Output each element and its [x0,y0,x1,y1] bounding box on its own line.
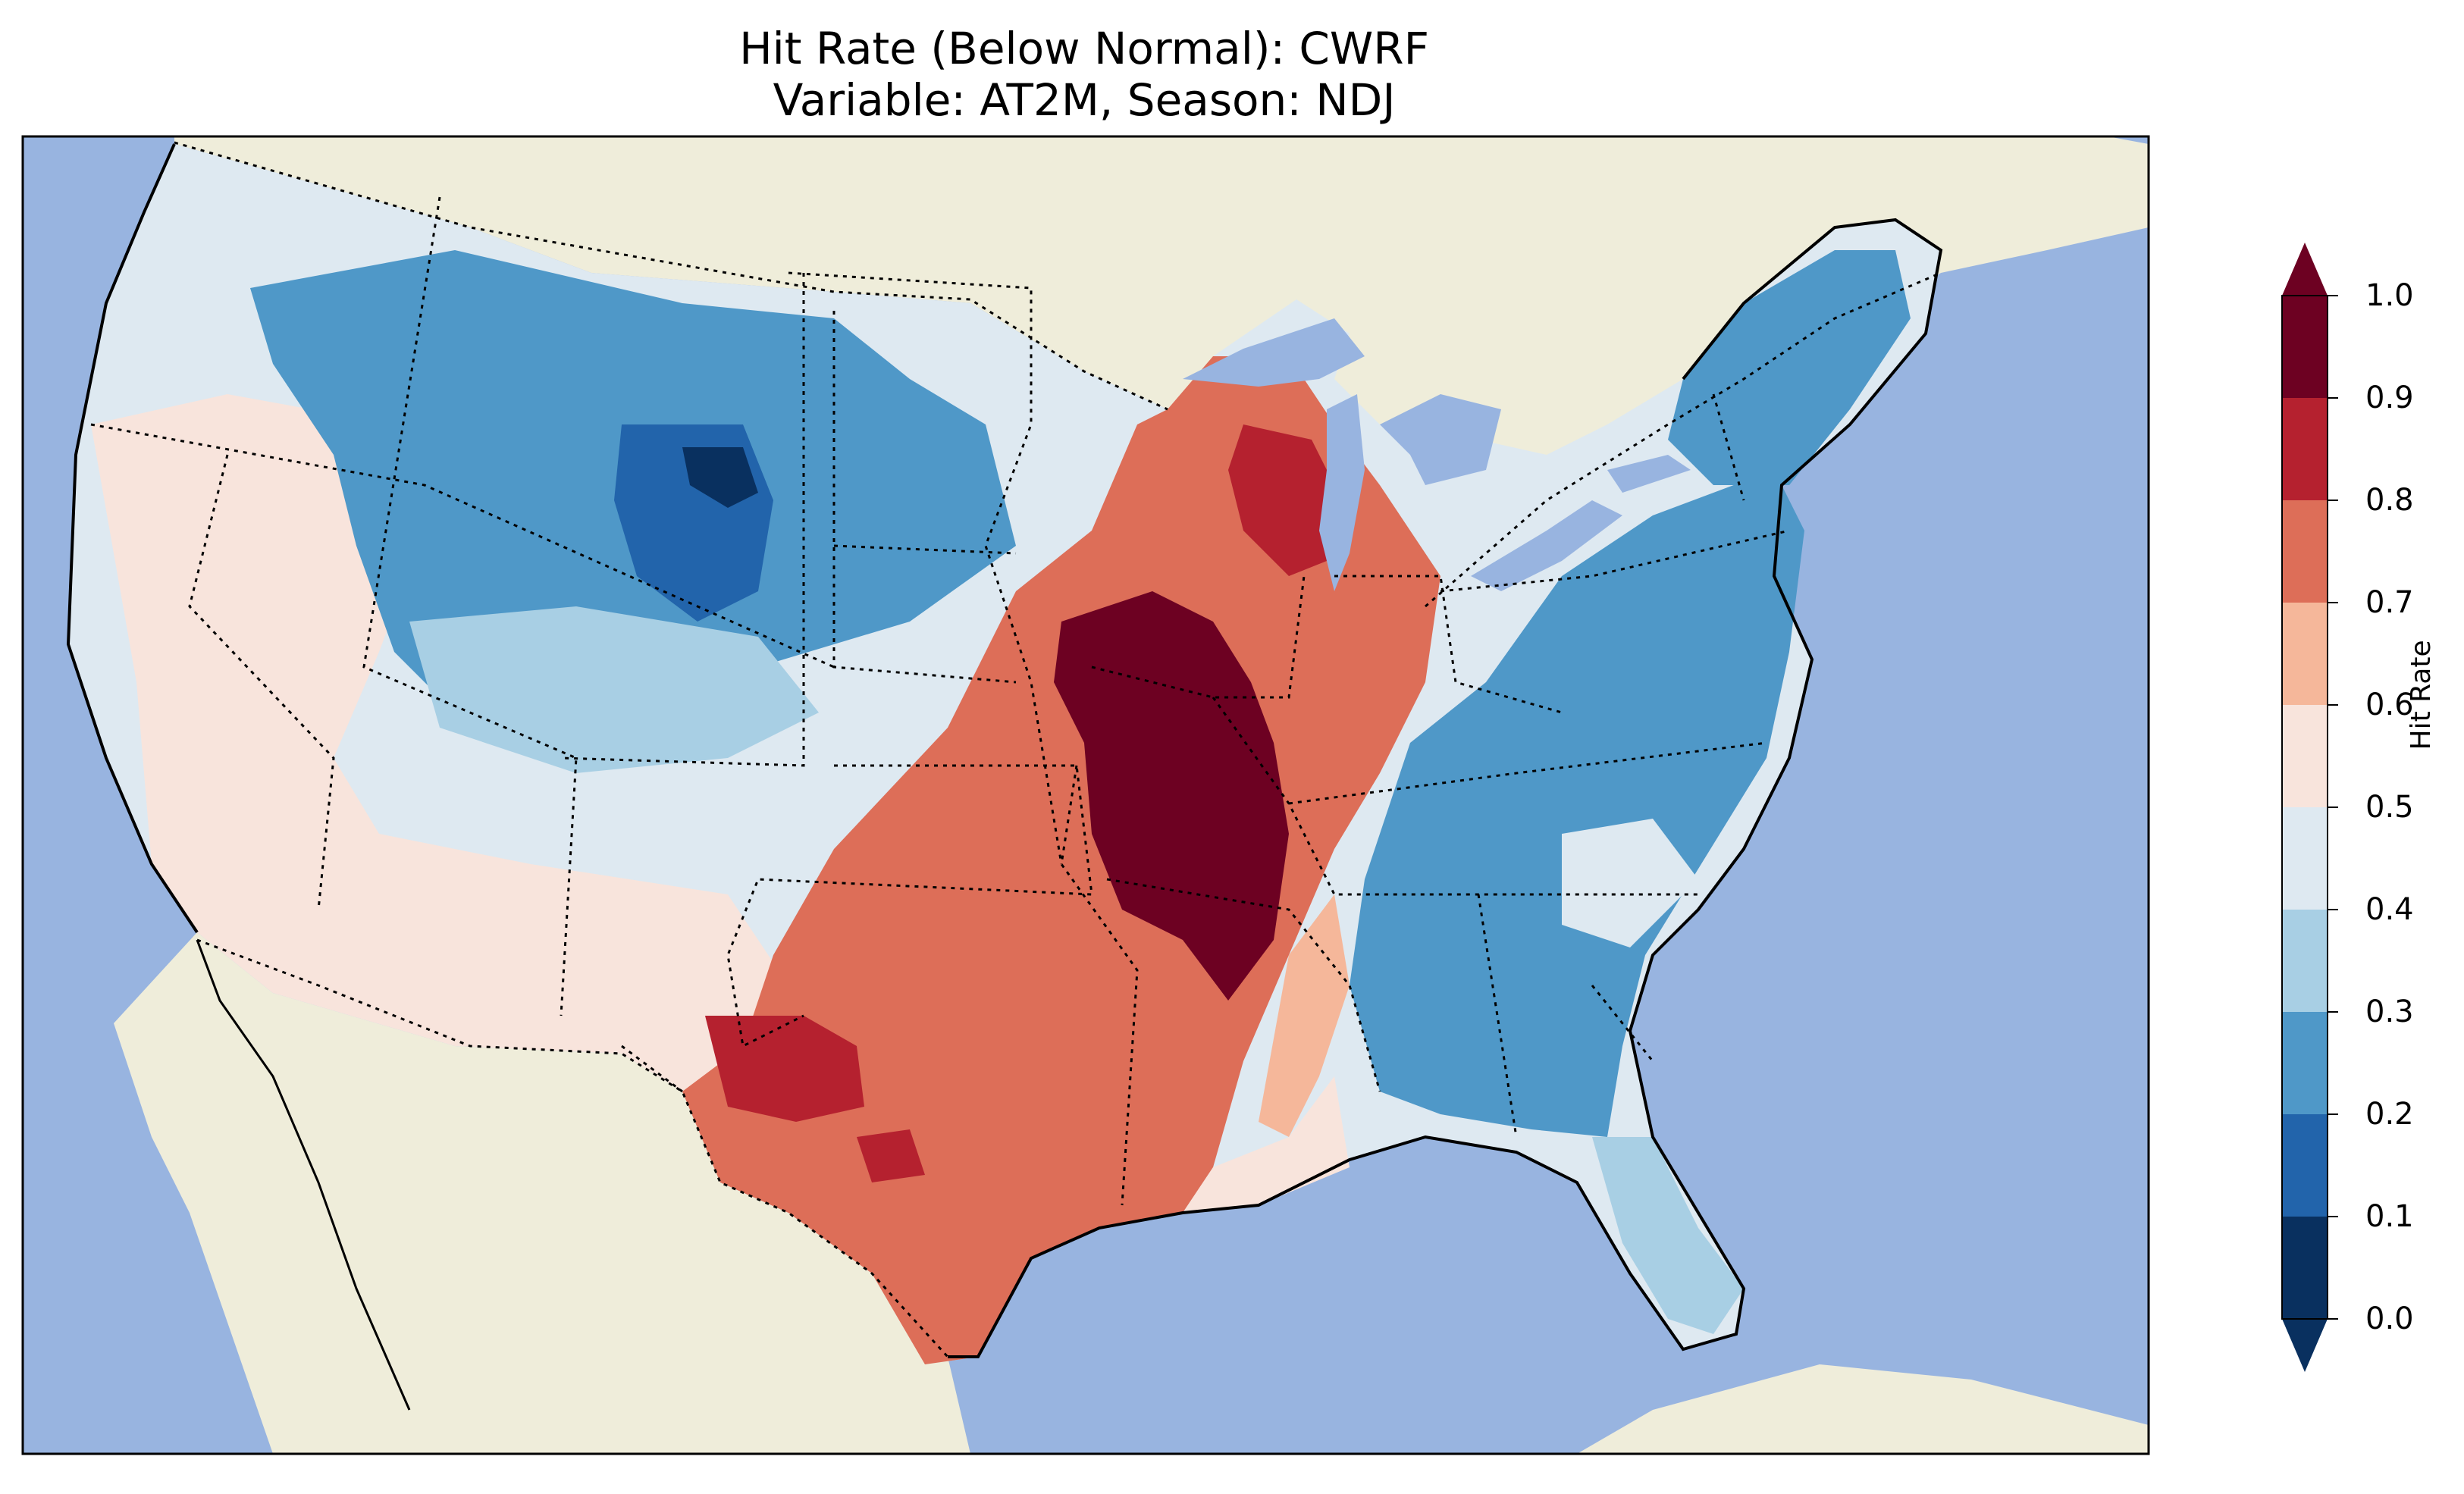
colorbar-bin-2 [2282,1012,2328,1114]
colorbar-bin-0 [2282,1217,2328,1319]
baja-coast [196,939,411,1411]
land-canada [174,136,2149,606]
canada-border-east [1425,271,1942,608]
colorbar-bin-6 [2282,603,2328,705]
colorbar-tick-label: 0.1 [2365,1199,2414,1234]
chart-title-line2: Variable: AT2M, Season: NDJ [773,74,1396,126]
field-southeast-blue [1350,470,1804,1137]
colorbar-bin-4 [2282,807,2328,910]
colorbar-extend-bottom [2282,1319,2328,1372]
colorbar-tick-label: 0.6 [2365,687,2414,722]
field-wyoming-core [682,447,758,508]
field-south-texas-red [857,1129,925,1182]
mexico-border [196,938,949,1358]
colorbar-bin-5 [2282,705,2328,807]
field-carolina-light [1562,819,1698,947]
field-west-texas-red [705,1016,864,1122]
land-mexico [114,932,970,1454]
colorbar-tick-label: 0.5 [2365,790,2414,825]
map-frame [21,135,2150,1455]
great-lakes [1183,318,1691,591]
colorbar-tick-label: 0.3 [2365,994,2414,1029]
field-florida-lightblue [1592,1137,1744,1334]
field-plains-red [682,356,1440,1364]
colorbar-tick-label: 0.0 [2365,1301,2414,1336]
state-borders [90,196,1790,1206]
land-florida-cuba [1577,1364,2149,1454]
field-west-light-red [91,394,788,1092]
colorbar-tick-label: 0.7 [2365,585,2414,620]
coastline [66,143,1943,1358]
colorbar-bin-7 [2282,500,2328,603]
colorbar-bin-1 [2282,1114,2328,1217]
colorbar-tick-label: 0.9 [2365,381,2414,415]
field-wisconsin-red [1228,424,1334,576]
field-gulf-coast-light [1183,1076,1350,1213]
field-northeast-blue [1668,250,1911,485]
colorbar-bin-9 [2282,296,2328,398]
canada-border [174,141,1168,411]
colorbar-tick-label: 0.4 [2365,892,2414,927]
chart-title-line1: Hit Rate (Below Normal): CWRF [739,23,1429,74]
colorbar-bin-8 [2282,398,2328,500]
field-missouri-darkred [1054,591,1289,1001]
colorbar-tick-label: 0.2 [2365,1097,2414,1132]
colorbar-tick-label: 0.8 [2365,483,2414,518]
field-southern-edge-light [1259,894,1350,1137]
colorbar-bin-3 [2282,910,2328,1012]
colorbar-label: Hit Rate [2406,640,2437,750]
colorbar-extend-top [2282,243,2328,296]
colorbar-tick-label: 1.0 [2365,278,2414,313]
